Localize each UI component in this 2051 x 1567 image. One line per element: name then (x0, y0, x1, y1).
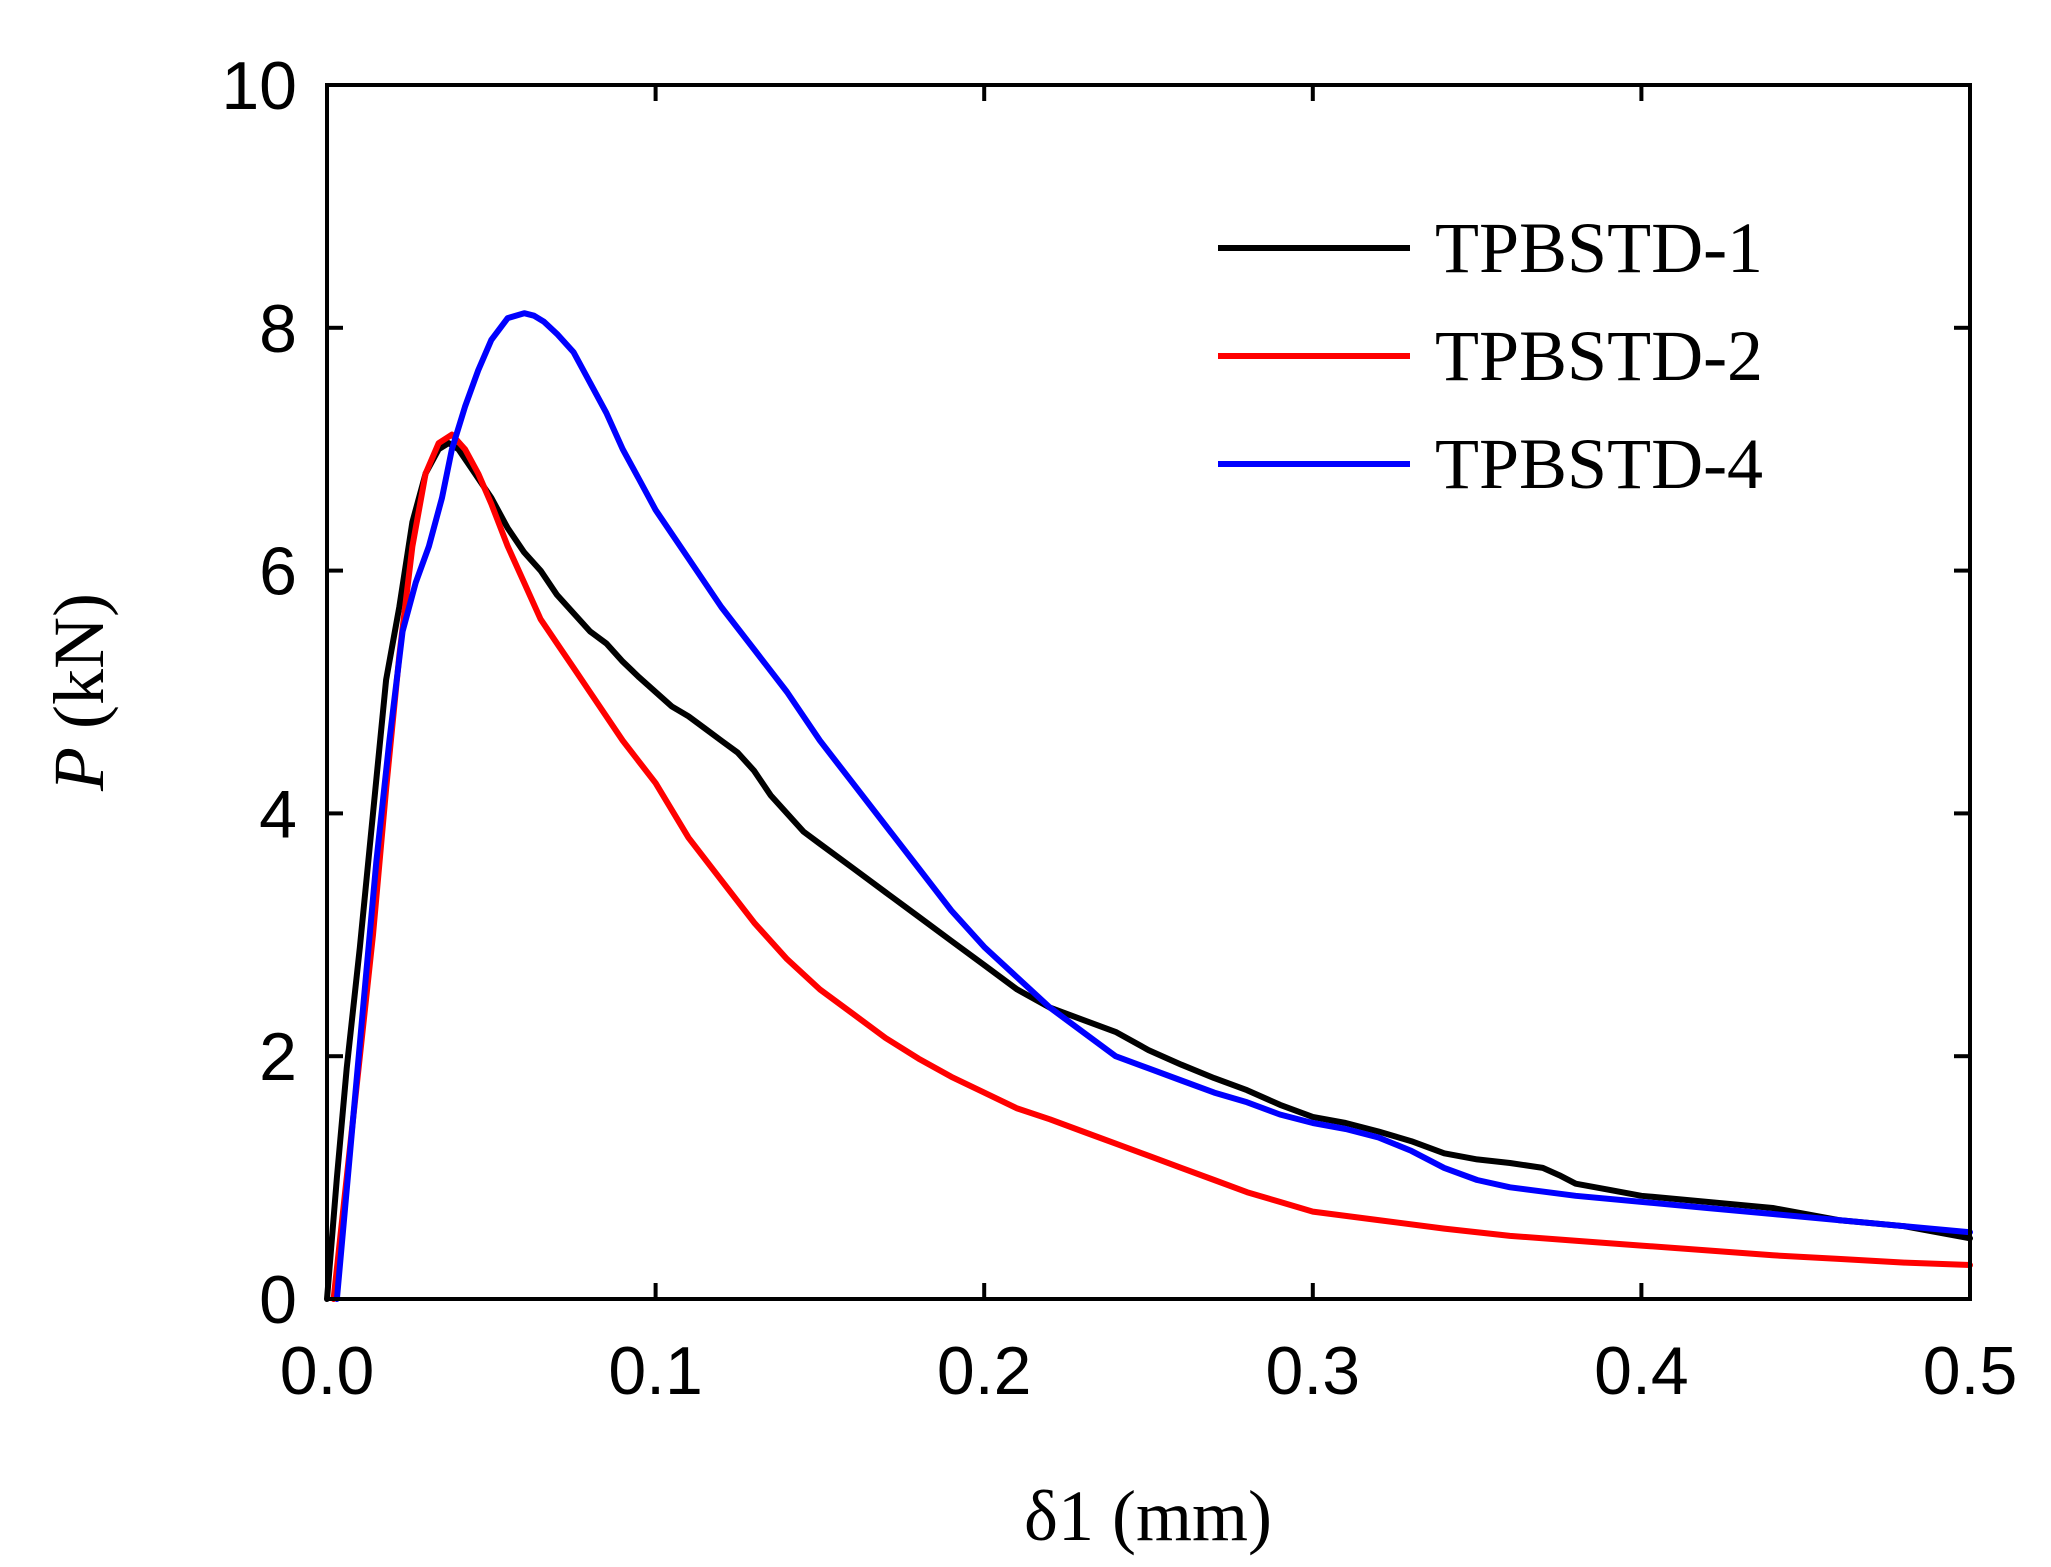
x-axis-title: δ1 (mm) (1024, 1476, 1272, 1556)
x-tick-label: 0.5 (1923, 1333, 2018, 1409)
series-line-tpbstd-2 (330, 431, 1973, 1302)
y-axis-title-symbol: P (39, 747, 119, 792)
series-line-tpbstd-4 (333, 310, 1973, 1302)
plot-frame (325, 83, 1972, 1301)
y-tick-label: 8 (259, 291, 297, 367)
y-axis-title-unit: (kN) (39, 593, 119, 747)
y-tick-label: 4 (259, 776, 297, 852)
y-axis-title: P (kN) (39, 593, 119, 792)
y-tick-label: 0 (259, 1262, 297, 1338)
x-tick-label: 0.3 (1266, 1333, 1361, 1409)
y-tick-label: 2 (259, 1019, 297, 1095)
legend-label-tpbstd-2: TPBSTD-2 (1435, 316, 1763, 396)
x-tick-label: 0.0 (280, 1333, 375, 1409)
y-tick-label: 10 (221, 48, 297, 124)
legend: TPBSTD-1 TPBSTD-2 TPBSTD-4 (1218, 208, 1763, 504)
axis-ticks (325, 83, 1972, 1301)
plot-series (324, 310, 1973, 1302)
y-tick-label: 6 (259, 534, 297, 610)
x-tick-label: 0.4 (1594, 1333, 1689, 1409)
legend-label-tpbstd-4: TPBSTD-4 (1435, 424, 1763, 504)
legend-label-tpbstd-1: TPBSTD-1 (1435, 208, 1763, 288)
x-tick-label: 0.2 (937, 1333, 1032, 1409)
axis-tick-labels: 0.0 0.1 0.2 0.3 0.4 0.5 0 2 4 6 8 10 (221, 48, 2017, 1409)
x-tick-label: 0.1 (608, 1333, 703, 1409)
